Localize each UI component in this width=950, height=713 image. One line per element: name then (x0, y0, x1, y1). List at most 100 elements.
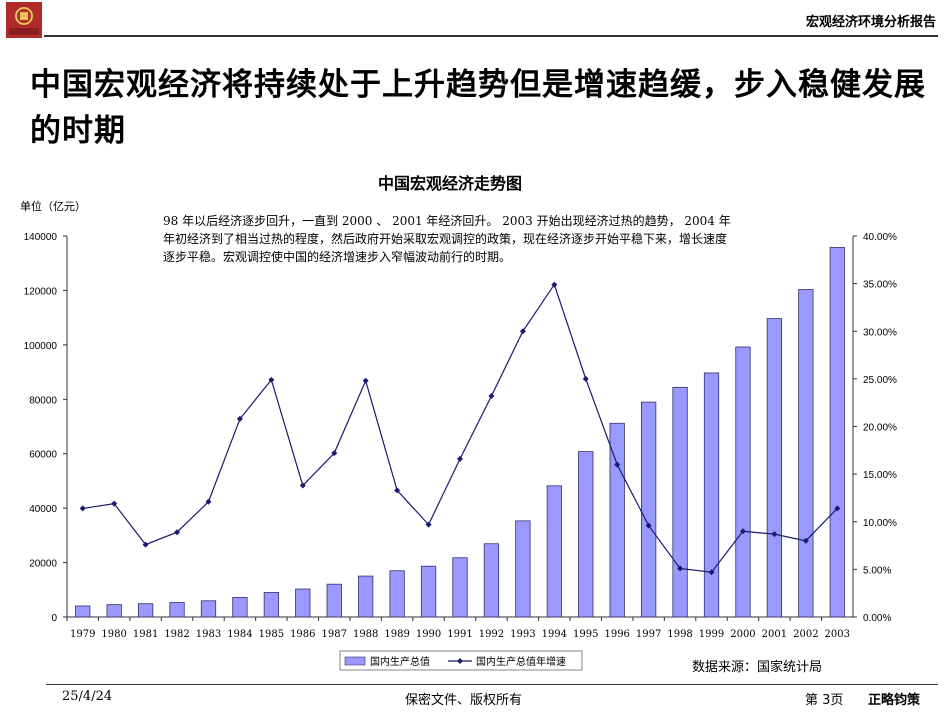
gdp-bar (106, 604, 122, 618)
x-tick-label: 1991 (447, 629, 472, 640)
gdp-bar (515, 520, 531, 618)
x-tick-label: 1983 (196, 629, 221, 640)
y-right-tick-label: 25.00% (863, 375, 897, 386)
gdp-bar (326, 583, 342, 618)
gdp-bar (358, 575, 374, 618)
growth-rate-point (174, 529, 181, 536)
growth-rate-point (771, 531, 778, 538)
y-left-tick-label: 140000 (24, 232, 58, 243)
gdp-bar (578, 451, 594, 618)
x-tick-label: 1981 (133, 629, 158, 640)
x-tick-label: 2001 (762, 629, 787, 640)
y-left-tick-label: 0 (51, 613, 57, 624)
growth-rate-point (802, 537, 809, 544)
gdp-bar (200, 600, 217, 618)
footer-confidential: 保密文件、版权所有 (405, 693, 523, 708)
x-tick-label: 1984 (227, 629, 252, 640)
footer-divider (46, 684, 938, 685)
x-tick-label: 1980 (101, 629, 126, 640)
gdp-bar (766, 318, 783, 618)
growth-rate-point (362, 377, 369, 384)
x-tick-label: 1992 (479, 629, 504, 640)
growth-rate-point (457, 455, 463, 462)
growth-rate-point (268, 376, 275, 383)
gdp-bar (137, 603, 154, 618)
x-tick-label: 1989 (384, 629, 409, 640)
gdp-bar (420, 565, 437, 618)
legend-bar-swatch (344, 656, 366, 666)
y-left-tick-label: 100000 (24, 341, 58, 352)
x-tick-label: 2003 (825, 629, 850, 640)
legend-bar-label: 国内生产总值 (370, 655, 430, 668)
growth-rate-point (488, 393, 495, 400)
growth-rate-point (79, 505, 86, 512)
y-left-tick-label: 20000 (29, 559, 57, 570)
y-left-tick-label: 120000 (24, 286, 58, 297)
growth-rate-point (519, 328, 526, 335)
gdp-bar (735, 346, 751, 618)
gdp-bar (232, 596, 248, 618)
x-tick-label: 2002 (793, 629, 818, 640)
y-right-tick-label: 10.00% (863, 518, 897, 529)
gdp-bar (389, 570, 405, 618)
y-left-tick-label: 40000 (29, 504, 57, 515)
gdp-bar (295, 588, 311, 618)
page-number: 第 3页 (805, 693, 844, 708)
chart-title: 中国宏观经济走势图 (377, 174, 522, 193)
unit-label: 单位（亿元） (20, 200, 86, 213)
growth-rate-point (551, 281, 558, 288)
x-tick-label: 1993 (510, 629, 535, 640)
x-tick-label: 1994 (542, 629, 567, 640)
y-left-tick-label: 60000 (29, 450, 57, 461)
gdp-bar (452, 557, 468, 618)
growth-rate-point (142, 541, 149, 548)
y-left-tick-label: 80000 (29, 395, 57, 406)
x-tick-label: 1987 (322, 629, 347, 640)
y-right-tick-label: 35.00% (863, 280, 897, 291)
y-right-tick-label: 5.00% (863, 565, 891, 576)
growth-rate-point (708, 569, 715, 576)
legend-line-label: 国内生产总值年增速 (476, 655, 566, 668)
growth-rate-point (582, 375, 589, 382)
bank-logo-icon (6, 2, 42, 38)
x-tick-label: 1979 (70, 629, 95, 640)
x-tick-label: 1996 (604, 629, 629, 640)
y-right-tick-label: 30.00% (863, 327, 897, 338)
y-right-tick-label: 0.00% (863, 613, 891, 624)
x-tick-label: 1985 (259, 629, 284, 640)
header-divider (44, 35, 938, 37)
gdp-bar (169, 602, 185, 618)
growth-rate-point (205, 498, 212, 505)
gdp-bar (798, 289, 814, 618)
chart-annotation: 98 年以后经济逐步回升，一直到 2000 、 2001 年经济回升。 2003… (163, 214, 731, 264)
growth-rate-point (425, 521, 432, 528)
growth-rate-point (677, 565, 684, 572)
growth-rate-point (739, 528, 746, 535)
report-title: 宏观经济环境分析报告 (805, 15, 936, 30)
gdp-bar (546, 485, 562, 618)
data-source: 数据来源：国家统计局 (692, 660, 823, 675)
x-tick-label: 1995 (573, 629, 598, 640)
gdp-bar (641, 401, 657, 618)
gdp-bar (263, 592, 279, 618)
x-tick-label: 1999 (699, 629, 724, 640)
x-tick-label: 1990 (416, 629, 441, 640)
gdp-bar (829, 246, 845, 618)
x-tick-label: 1982 (164, 629, 189, 640)
footer-date: 25/4/24 (62, 689, 113, 704)
growth-rate-point (236, 415, 243, 422)
x-tick-label: 1998 (667, 629, 692, 640)
gdp-bar (483, 543, 500, 618)
x-tick-label: 1997 (636, 629, 661, 640)
gdp-bar (75, 605, 91, 618)
gdp-bar (703, 372, 720, 618)
x-tick-label: 1986 (290, 629, 315, 640)
growth-rate-point (331, 450, 338, 457)
growth-rate-point (299, 482, 306, 489)
y-right-tick-label: 20.00% (863, 423, 897, 434)
page-headline: 中国宏观经济将持续处于上升趋势但是增速趋缓，步入稳健发展的时期 (30, 67, 926, 149)
growth-rate-point (645, 522, 652, 529)
growth-rate-line (82, 283, 838, 573)
y-right-tick-label: 40.00% (863, 232, 897, 243)
